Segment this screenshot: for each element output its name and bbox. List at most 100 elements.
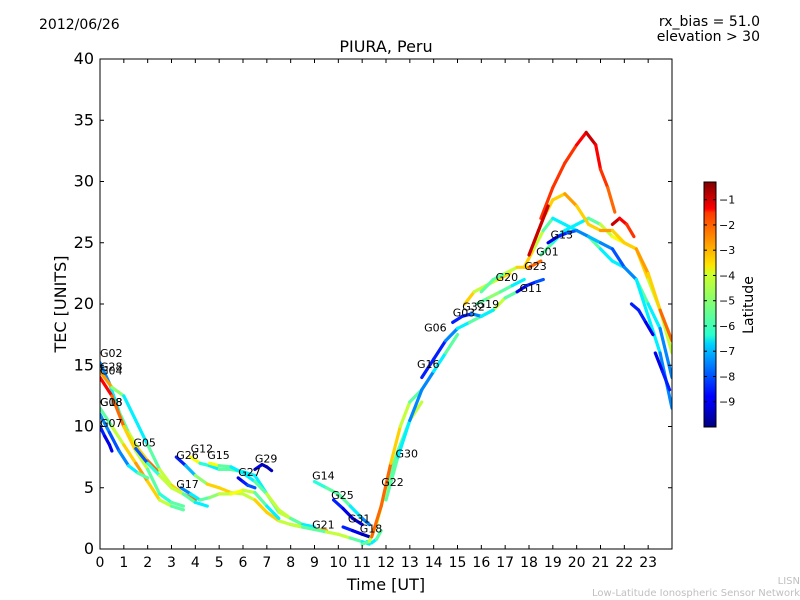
data-segment	[555, 231, 569, 239]
data-segment	[136, 447, 150, 463]
data-segment	[205, 482, 221, 490]
data-segment	[134, 447, 150, 465]
data-segment	[539, 186, 555, 220]
data-segment	[539, 241, 555, 257]
data-segment	[527, 259, 543, 269]
data-segment	[594, 143, 603, 171]
data-segment	[146, 467, 162, 496]
colorbar-tick-label: −3	[719, 244, 735, 257]
x-tick-label: 21	[592, 555, 610, 571]
data-segment	[100, 412, 112, 435]
data-segment	[420, 357, 436, 380]
colorbar-ticks: −1 −2 −3 −4 −5 −6 −7 −8 −9	[704, 194, 735, 409]
data-segment	[463, 290, 476, 306]
data-segment	[146, 443, 162, 471]
data-segment	[586, 235, 603, 245]
series-g03	[451, 308, 495, 324]
satellite-label: G21	[312, 519, 335, 532]
data-segment	[312, 527, 328, 534]
data-segment	[107, 431, 121, 453]
data-segment	[351, 516, 364, 527]
x-tick-label: 5	[215, 555, 224, 571]
data-segment	[625, 222, 636, 239]
footer-org-short: LISN	[777, 576, 800, 587]
series-g33	[527, 204, 550, 257]
data-segment	[265, 510, 281, 523]
x-tick-label: 0	[96, 555, 105, 571]
data-segment	[336, 492, 352, 508]
colorbar-tick-label: −5	[719, 295, 735, 308]
data-segment	[146, 461, 162, 478]
data-segment	[653, 351, 665, 373]
data-segment	[208, 461, 221, 468]
x-tick-label: 12	[377, 555, 395, 571]
satellite-label: G07	[100, 417, 123, 430]
satellite-label: G26	[176, 449, 199, 462]
data-segment	[100, 369, 114, 389]
y-tick-label: 25	[74, 233, 94, 252]
data-segment	[379, 461, 393, 508]
x-tick-label: 20	[568, 555, 586, 571]
series-g35	[629, 302, 655, 337]
satellite-label: G08	[100, 396, 123, 409]
satellite-label: G13	[550, 228, 573, 241]
data-segment	[546, 235, 560, 245]
data-segment	[277, 508, 293, 521]
satellite-label: G14	[312, 470, 335, 483]
data-segment	[496, 271, 512, 282]
x-tick-label: 18	[520, 555, 538, 571]
data-segment	[253, 491, 269, 508]
data-segment	[189, 455, 202, 465]
x-tick-label: 6	[239, 555, 248, 571]
series-g11	[515, 277, 545, 294]
satellite-label: G22	[381, 476, 404, 489]
data-segment	[451, 314, 464, 324]
series-g27	[236, 476, 257, 490]
data-segment	[444, 326, 460, 343]
data-segment	[265, 492, 281, 512]
data-segment	[486, 290, 502, 300]
series-g04	[100, 375, 185, 508]
data-segment	[610, 228, 626, 245]
data-segment	[658, 308, 672, 343]
satellite-label: G11	[519, 282, 542, 295]
colorbar-tick-label: −8	[719, 370, 735, 383]
x-tick-label: 17	[496, 555, 514, 571]
x-tick-label: 22	[615, 555, 633, 571]
series-g25	[332, 498, 364, 527]
data-segment	[217, 486, 233, 495]
data-segment	[100, 424, 107, 438]
data-segment	[644, 320, 655, 337]
data-segment	[301, 525, 317, 532]
data-segment	[324, 486, 340, 496]
data-segment	[575, 204, 591, 226]
data-segment	[312, 480, 328, 490]
chart-title: PIURA, Peru	[339, 37, 432, 56]
data-segment	[470, 312, 483, 318]
y-tick-label: 20	[74, 294, 94, 313]
data-segment	[122, 394, 138, 422]
satellite-label: G28	[100, 361, 123, 374]
satellite-label: G12	[191, 443, 214, 456]
x-ticks: 0 1 2 3 4 5 6 7 8 9 10 11 12 13 14 15 16 17 18 19 20 21 22 23	[96, 59, 657, 571]
colorbar-tick-label: −9	[719, 396, 735, 409]
chart-date: 2012/06/26	[39, 17, 120, 33]
satellite-label: G32	[462, 301, 485, 314]
data-segment	[253, 480, 269, 496]
data-segment	[110, 424, 126, 447]
y-tick-label: 5	[84, 478, 94, 497]
data-segment	[122, 424, 138, 453]
x-tick-label: 15	[449, 555, 467, 571]
data-segment	[510, 277, 526, 288]
x-tick-label: 11	[353, 555, 371, 571]
data-segment	[524, 280, 538, 288]
satellite-label: G18	[360, 522, 383, 535]
data-segment	[110, 394, 126, 429]
data-segment	[374, 528, 383, 541]
data-segment	[491, 296, 507, 312]
data-segment	[622, 265, 638, 282]
data-segment	[174, 455, 188, 468]
data-segment	[146, 480, 162, 502]
data-segment	[341, 525, 355, 533]
series-g07	[100, 424, 114, 453]
